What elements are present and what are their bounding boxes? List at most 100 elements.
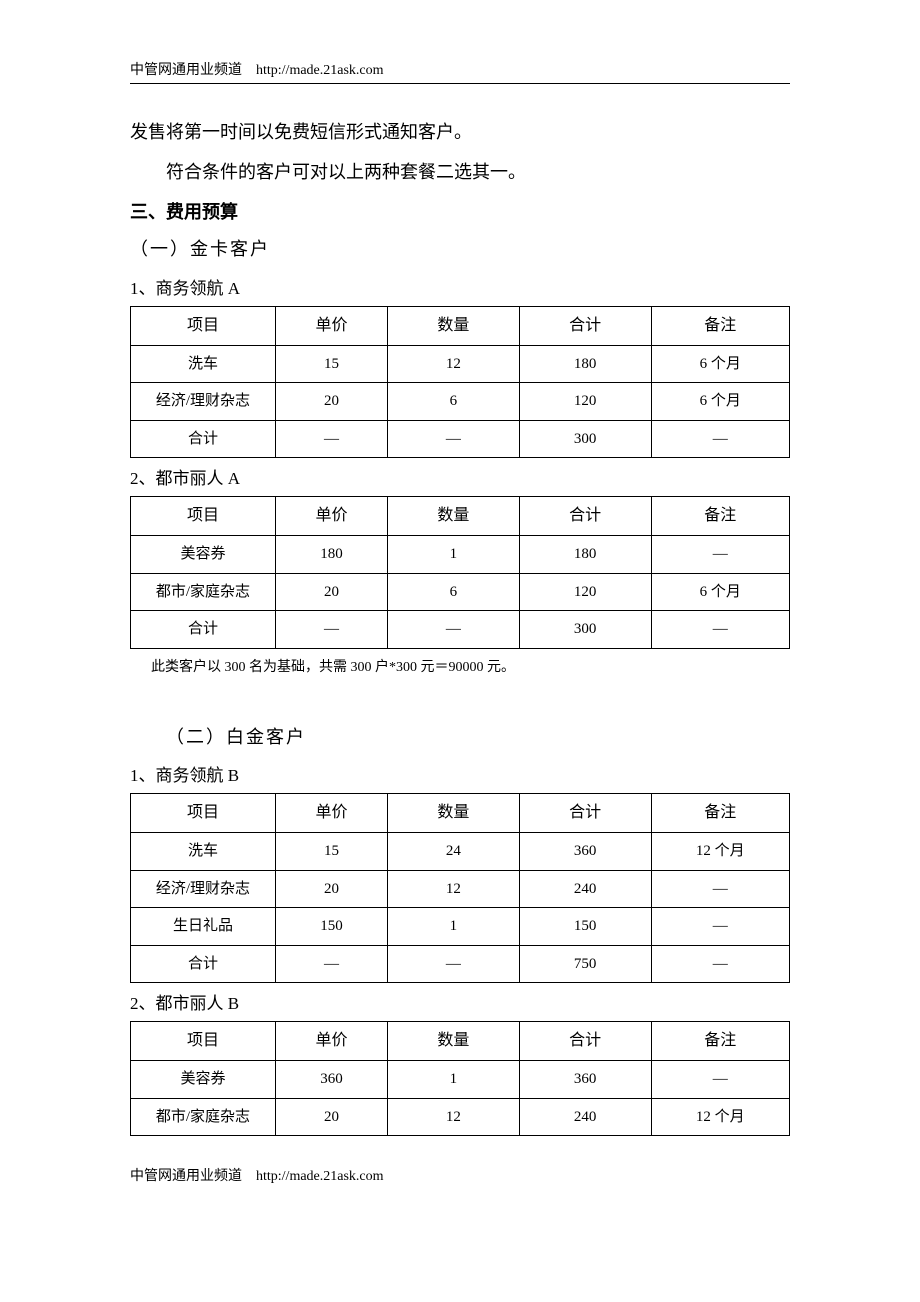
table-cell: —: [651, 1061, 789, 1099]
table-header-row: 项目 单价 数量 合计 备注: [131, 497, 790, 536]
table-cell: 180: [519, 536, 651, 574]
col-qty: 数量: [387, 306, 519, 345]
table-cell: 360: [275, 1061, 387, 1099]
table-row: 美容券1801180—: [131, 536, 790, 574]
table-cell: 12: [387, 870, 519, 908]
col-total: 合计: [519, 794, 651, 833]
table-row: 都市/家庭杂志201224012 个月: [131, 1098, 790, 1136]
table-cell: 20: [275, 1098, 387, 1136]
table-cell: 12: [387, 345, 519, 383]
table-cell: 150: [275, 908, 387, 946]
table-1a: 项目 单价 数量 合计 备注 洗车15121806 个月经济/理财杂志20612…: [130, 306, 790, 459]
table-cell: 美容券: [131, 1061, 276, 1099]
table-2b-body: 美容券3601360—都市/家庭杂志201224012 个月: [131, 1061, 790, 1136]
table-1b: 项目 单价 数量 合计 备注 洗车152436012 个月经济/理财杂志2012…: [130, 793, 790, 983]
table-cell: 都市/家庭杂志: [131, 1098, 276, 1136]
table-cell: —: [651, 420, 789, 458]
table-cell: 15: [275, 345, 387, 383]
table-cell: —: [651, 611, 789, 649]
body-line-1: 发售将第一时间以免费短信形式通知客户。: [130, 114, 790, 150]
table-cell: 750: [519, 945, 651, 983]
col-note: 备注: [651, 306, 789, 345]
table-cell: —: [387, 945, 519, 983]
table-cell: 300: [519, 611, 651, 649]
col-total: 合计: [519, 1022, 651, 1061]
table-cell: 生日礼品: [131, 908, 276, 946]
col-price: 单价: [275, 1022, 387, 1061]
section-3-title: 三、费用预算: [130, 194, 790, 230]
col-item: 项目: [131, 497, 276, 536]
table-row: 都市/家庭杂志2061206 个月: [131, 573, 790, 611]
table-cell: 6 个月: [651, 345, 789, 383]
table-cell: —: [387, 420, 519, 458]
table-header-row: 项目 单价 数量 合计 备注: [131, 794, 790, 833]
subsection-2-title: （二）白金客户: [130, 718, 790, 758]
col-qty: 数量: [387, 794, 519, 833]
table-cell: —: [651, 536, 789, 574]
table-cell: 180: [275, 536, 387, 574]
table-cell: —: [275, 945, 387, 983]
header-site: 中管网通用业频道: [130, 63, 242, 78]
col-note: 备注: [651, 1022, 789, 1061]
table-row: 经济/理财杂志2012240—: [131, 870, 790, 908]
table-cell: 6 个月: [651, 573, 789, 611]
table-cell: —: [275, 420, 387, 458]
table-2a: 项目 单价 数量 合计 备注 美容券1801180—都市/家庭杂志2061206…: [130, 496, 790, 649]
table-cell: —: [651, 908, 789, 946]
table-cell: —: [275, 611, 387, 649]
col-price: 单价: [275, 497, 387, 536]
table-cell: 美容券: [131, 536, 276, 574]
table-cell: 24: [387, 833, 519, 871]
col-note: 备注: [651, 497, 789, 536]
table-row: 洗车152436012 个月: [131, 833, 790, 871]
col-note: 备注: [651, 794, 789, 833]
table-row: 合计——750—: [131, 945, 790, 983]
table-1b-body: 洗车152436012 个月经济/理财杂志2012240—生日礼品1501150…: [131, 833, 790, 983]
table-cell: 120: [519, 573, 651, 611]
table-cell: 1: [387, 1061, 519, 1099]
col-qty: 数量: [387, 497, 519, 536]
body-line-2: 符合条件的客户可对以上两种套餐二选其一。: [130, 154, 790, 190]
table-1a-body: 洗车15121806 个月经济/理财杂志2061206 个月合计——300—: [131, 345, 790, 458]
table-row: 美容券3601360—: [131, 1061, 790, 1099]
table-2a-body: 美容券1801180—都市/家庭杂志2061206 个月合计——300—: [131, 536, 790, 649]
table-cell: 240: [519, 1098, 651, 1136]
col-item: 项目: [131, 306, 276, 345]
table-cell: 15: [275, 833, 387, 871]
table-cell: —: [651, 945, 789, 983]
table-cell: 合计: [131, 420, 276, 458]
table-cell: 180: [519, 345, 651, 383]
table-cell: 240: [519, 870, 651, 908]
table-cell: 经济/理财杂志: [131, 383, 276, 421]
col-qty: 数量: [387, 1022, 519, 1061]
col-total: 合计: [519, 497, 651, 536]
col-price: 单价: [275, 794, 387, 833]
table-cell: 12: [387, 1098, 519, 1136]
table-cell: 经济/理财杂志: [131, 870, 276, 908]
table-header-row: 项目 单价 数量 合计 备注: [131, 306, 790, 345]
table-1b-title: 1、商务领航 B: [130, 759, 790, 793]
table-cell: 合计: [131, 611, 276, 649]
table-row: 洗车15121806 个月: [131, 345, 790, 383]
table-cell: 20: [275, 573, 387, 611]
col-price: 单价: [275, 306, 387, 345]
table-row: 合计——300—: [131, 611, 790, 649]
header-divider: [130, 83, 790, 84]
table-cell: 120: [519, 383, 651, 421]
table-cell: 360: [519, 833, 651, 871]
table-2b: 项目 单价 数量 合计 备注 美容券3601360—都市/家庭杂志2012240…: [130, 1021, 790, 1136]
header-url: http://made.21ask.com: [256, 63, 384, 78]
table-2b-title: 2、都市丽人 B: [130, 987, 790, 1021]
table-row: 生日礼品1501150—: [131, 908, 790, 946]
table-1a-title: 1、商务领航 A: [130, 272, 790, 306]
table-cell: 360: [519, 1061, 651, 1099]
col-total: 合计: [519, 306, 651, 345]
table-cell: 洗车: [131, 345, 276, 383]
table-cell: 20: [275, 383, 387, 421]
table-cell: 6: [387, 573, 519, 611]
footer-site: 中管网通用业频道: [130, 1169, 242, 1184]
table-cell: 12 个月: [651, 833, 789, 871]
subsection-1-title: （一）金卡客户: [130, 230, 790, 270]
page-header: 中管网通用业频道 http://made.21ask.com: [130, 60, 790, 81]
table-cell: 1: [387, 536, 519, 574]
